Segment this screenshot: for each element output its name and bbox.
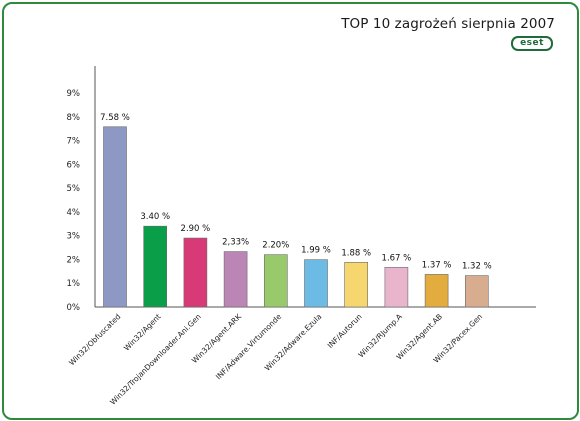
- y-tick-label: 6%: [67, 160, 81, 170]
- bar: [464, 275, 489, 308]
- category-label: Win32/Agent: [122, 312, 163, 353]
- category-label: INF/Autorun: [326, 312, 364, 350]
- value-label: 7.58 %: [100, 113, 130, 123]
- value-label: 1.88 %: [341, 248, 371, 258]
- bar: [304, 259, 328, 308]
- eset-logo-text: eset: [520, 38, 544, 48]
- y-tick-label: 2%: [67, 255, 81, 265]
- value-label: 1.32 %: [462, 262, 492, 272]
- category-label: Win32/TrojanDownloader.Ani.Gen: [108, 312, 203, 407]
- eset-logo: eset: [511, 36, 553, 51]
- bar: [103, 126, 127, 308]
- value-label: 1.67 %: [382, 253, 412, 263]
- category-label: Win32/Obfuscated: [67, 312, 122, 367]
- y-tick-label: 3%: [67, 232, 81, 242]
- value-label: 2,33%: [222, 238, 249, 248]
- bar: [223, 251, 248, 308]
- y-tick-label: 4%: [67, 208, 81, 218]
- y-tick-label: 5%: [67, 184, 81, 194]
- y-tick-label: 1%: [67, 279, 81, 289]
- value-label: 2.90 %: [181, 224, 211, 234]
- y-tick-label: 8%: [67, 113, 81, 123]
- value-label: 3.40 %: [140, 212, 170, 222]
- value-label: 2.20%: [262, 241, 289, 251]
- bar: [183, 237, 208, 308]
- y-tick-label: 7%: [67, 137, 81, 147]
- bar: [143, 225, 167, 308]
- y-tick-label: 0%: [67, 303, 81, 313]
- y-tick-label: 9%: [67, 89, 81, 99]
- chart-title: TOP 10 zagrożeń sierpnia 2007: [341, 16, 555, 32]
- bar: [263, 254, 288, 308]
- bar: [384, 266, 409, 308]
- value-label: 1.99 %: [301, 246, 331, 256]
- value-label: 1.37 %: [422, 260, 452, 270]
- bar: [344, 261, 369, 308]
- eset-logo-inner: eset: [513, 38, 551, 49]
- bar: [424, 274, 449, 308]
- category-label: INF/Adware.Virtumonde: [214, 312, 284, 382]
